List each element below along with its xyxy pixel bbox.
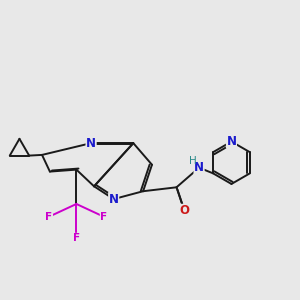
Text: O: O xyxy=(179,204,189,218)
Text: F: F xyxy=(73,233,80,243)
Text: N: N xyxy=(226,135,236,148)
Text: F: F xyxy=(100,212,107,222)
Text: N: N xyxy=(86,136,96,150)
Text: H: H xyxy=(189,156,196,166)
Text: N: N xyxy=(194,161,204,174)
Text: N: N xyxy=(109,193,119,206)
Text: F: F xyxy=(45,212,52,222)
